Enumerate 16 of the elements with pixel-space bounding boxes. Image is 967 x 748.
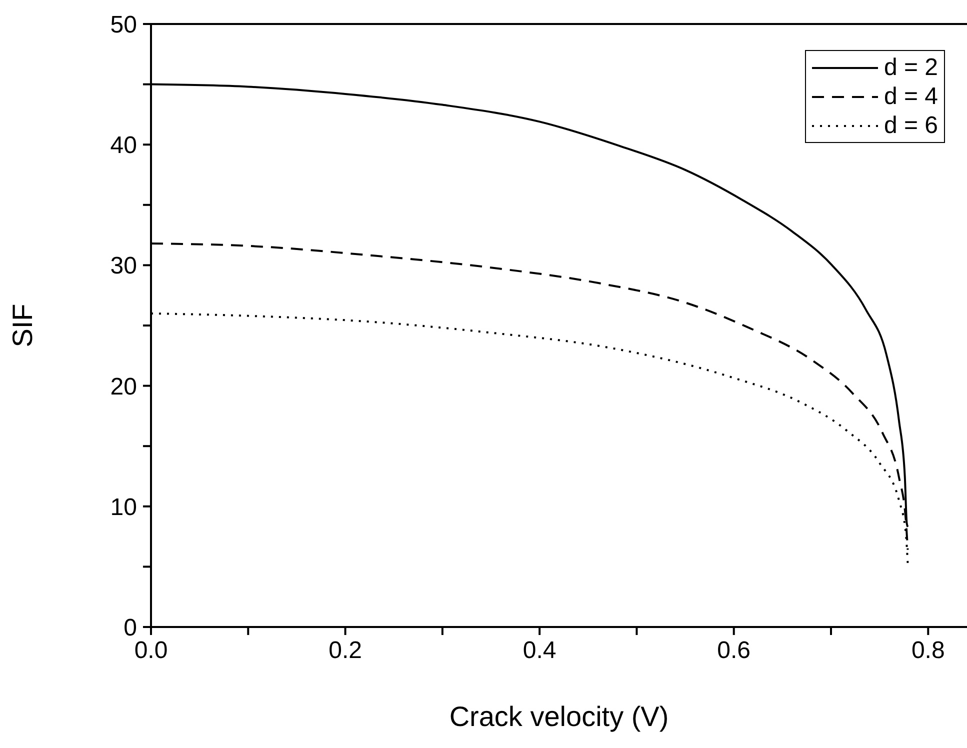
y-axis-title: SIF xyxy=(6,304,38,348)
y-tick-label: 20 xyxy=(110,373,137,400)
x-tick-label: 0.8 xyxy=(911,637,945,664)
y-tick-label: 40 xyxy=(110,132,137,160)
legend-label: d = 6 xyxy=(884,112,938,140)
x-tick-label: 0.0 xyxy=(134,637,168,664)
x-tick-label: 0.4 xyxy=(522,637,556,664)
x-axis-title: Crack velocity (V) xyxy=(449,701,669,732)
y-tick-label: 30 xyxy=(110,252,137,280)
y-tick-label: 0 xyxy=(124,614,137,642)
x-tick-label: 0.2 xyxy=(328,637,362,664)
y-tick-label: 10 xyxy=(110,494,137,521)
legend-label: d = 4 xyxy=(884,82,938,110)
x-tick-label: 0.6 xyxy=(717,637,751,664)
y-tick-label: 50 xyxy=(110,12,137,39)
legend-label: d = 2 xyxy=(884,54,938,82)
